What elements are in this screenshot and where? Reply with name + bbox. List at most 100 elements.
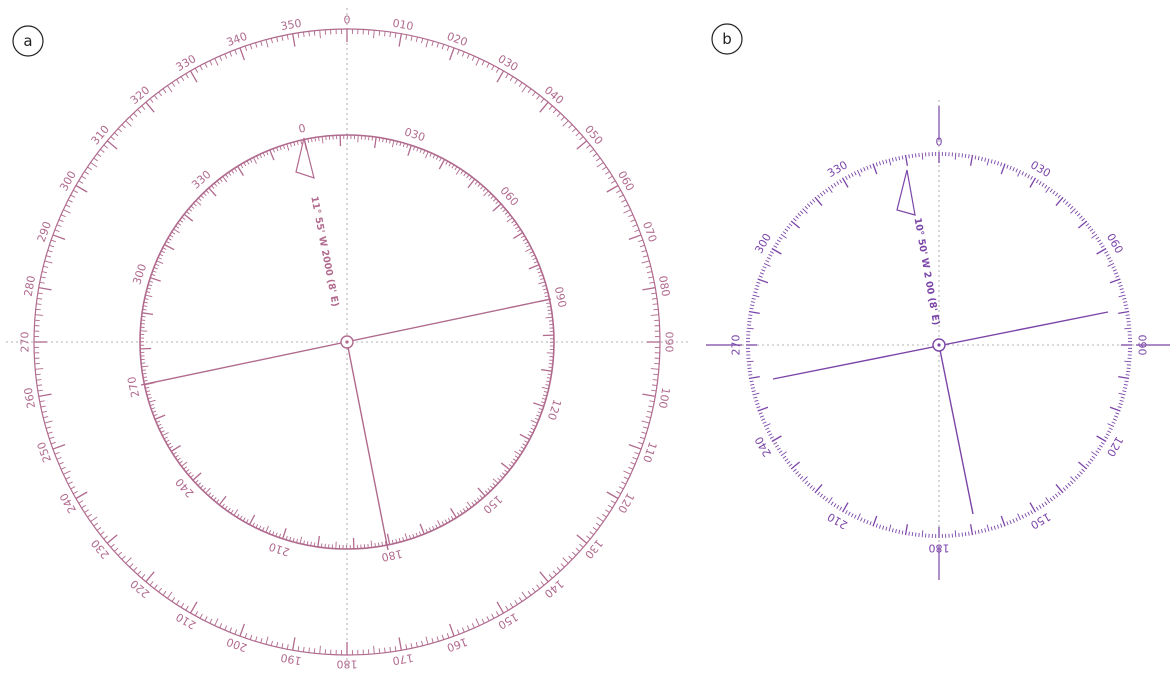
inner-tick-a xyxy=(213,496,217,501)
ring-tick-b xyxy=(1074,210,1079,215)
outer-tick-a xyxy=(509,76,514,82)
ring-tick-b xyxy=(1118,284,1123,288)
inner-tick-a xyxy=(546,377,551,379)
outer-tick-a xyxy=(103,535,108,540)
inner-tick-a xyxy=(314,137,317,142)
outer-tick-a xyxy=(204,62,208,68)
inner-tick-a xyxy=(181,461,188,467)
ring-tick-b xyxy=(1120,396,1125,399)
ring-tick-b xyxy=(1024,513,1028,518)
inner-degree-label-a: 090 xyxy=(552,285,569,308)
outer-tick-a xyxy=(373,30,375,39)
inner-tick-a xyxy=(514,455,519,459)
ring-tick-b xyxy=(750,387,755,389)
ring-tick-b xyxy=(1009,165,1012,170)
inner-tick-a xyxy=(208,187,217,197)
outer-tick-a xyxy=(153,95,158,100)
outer-tick-a xyxy=(556,566,561,572)
outer-tick-a xyxy=(199,613,203,619)
ring-tick-b xyxy=(755,284,760,288)
ring-tick-b xyxy=(996,161,1000,166)
ring-tick-b xyxy=(1104,251,1109,254)
inner-tick-a xyxy=(512,458,517,462)
inner-degree-label-a: 240 xyxy=(173,475,197,499)
outer-tick-a xyxy=(90,162,98,168)
outer-tick-a xyxy=(405,644,408,650)
outer-tick-a xyxy=(653,373,659,376)
inner-tick-a xyxy=(487,193,492,197)
ring-tick-b xyxy=(822,190,826,195)
inner-tick-a xyxy=(511,220,515,224)
ring-tick-b xyxy=(784,458,789,462)
inner-tick-a xyxy=(272,531,275,536)
outer-tick-a xyxy=(46,255,52,258)
inner-tick-a xyxy=(413,146,416,151)
outer-tick-a xyxy=(652,303,658,305)
ring-tick-b xyxy=(1012,167,1015,172)
inner-tick-a xyxy=(377,542,380,547)
ring-tick-b xyxy=(827,497,833,504)
ring-tick-b xyxy=(747,370,752,373)
inner-tick-a xyxy=(422,150,426,155)
outer-tick-a xyxy=(302,31,305,38)
ring-tick-b xyxy=(908,154,910,159)
outer-tick-a xyxy=(602,166,607,171)
inner-tick-a xyxy=(474,499,478,504)
inner-tick-a xyxy=(145,390,151,393)
ring-tick-b xyxy=(752,392,760,396)
ring-tick-b xyxy=(752,294,760,298)
outer-tick-a xyxy=(49,436,55,440)
outer-degree-label-a: 050 xyxy=(582,123,605,147)
inner-tick-a xyxy=(148,399,156,403)
outer-tick-a xyxy=(117,551,123,556)
inner-tick-a xyxy=(508,464,513,468)
ring-tick-b xyxy=(1000,162,1003,167)
ring-tick-b xyxy=(1015,168,1018,173)
ring-tick-b xyxy=(765,427,770,431)
inner-tick-a xyxy=(143,376,148,379)
ring-tick-b xyxy=(768,253,773,257)
ring-tick-b xyxy=(757,406,769,412)
inner-tick-a xyxy=(545,384,550,386)
ring-tick-b xyxy=(1097,239,1102,243)
outer-tick-a xyxy=(153,584,158,589)
outer-tick-a xyxy=(121,124,126,129)
outer-tick-a xyxy=(562,120,569,127)
ring-tick-b xyxy=(875,523,878,528)
ring-tick-b xyxy=(758,412,763,415)
outer-tick-a xyxy=(441,634,445,640)
ring-tick-b xyxy=(1069,205,1074,210)
ring-tick-b xyxy=(1085,463,1090,467)
outer-degree-label-a: 0 xyxy=(344,14,351,27)
ring-tick-b xyxy=(1125,314,1130,316)
ring-tick-b xyxy=(895,156,897,161)
outer-degree-label-a: 220 xyxy=(128,577,152,600)
outer-tick-a xyxy=(137,109,142,114)
ring-tick-b xyxy=(981,156,983,161)
ring-tick-b xyxy=(891,157,894,162)
outer-tick-a xyxy=(518,597,523,602)
inner-tick-a xyxy=(487,487,491,492)
inner-tick-a xyxy=(213,182,218,187)
ring-tick-b xyxy=(1030,510,1033,515)
outer-tick-a xyxy=(448,623,455,637)
ring-tick-b xyxy=(807,482,811,487)
variation-annotation-b: 10° 50' W 2 00 (8' E) xyxy=(896,169,941,326)
outer-tick-a xyxy=(456,49,460,55)
inner-tick-a xyxy=(546,302,551,305)
outer-tick-a xyxy=(652,379,658,381)
outer-tick-a xyxy=(46,426,52,429)
inner-tick-a xyxy=(545,316,553,319)
ring-tick-b xyxy=(1006,164,1009,169)
inner-tick-a xyxy=(514,450,521,456)
outer-tick-a xyxy=(638,441,644,445)
ring-tick-b xyxy=(1107,263,1115,267)
outer-tick-a xyxy=(129,116,134,121)
outer-tick-a xyxy=(158,587,162,593)
outer-tick-a xyxy=(481,618,485,624)
inner-tick-a xyxy=(479,495,483,499)
ring-tick-b xyxy=(1070,208,1076,214)
ring-tick-b xyxy=(753,291,758,294)
ring-tick-b xyxy=(990,159,993,164)
inner-tick-a xyxy=(142,308,147,311)
